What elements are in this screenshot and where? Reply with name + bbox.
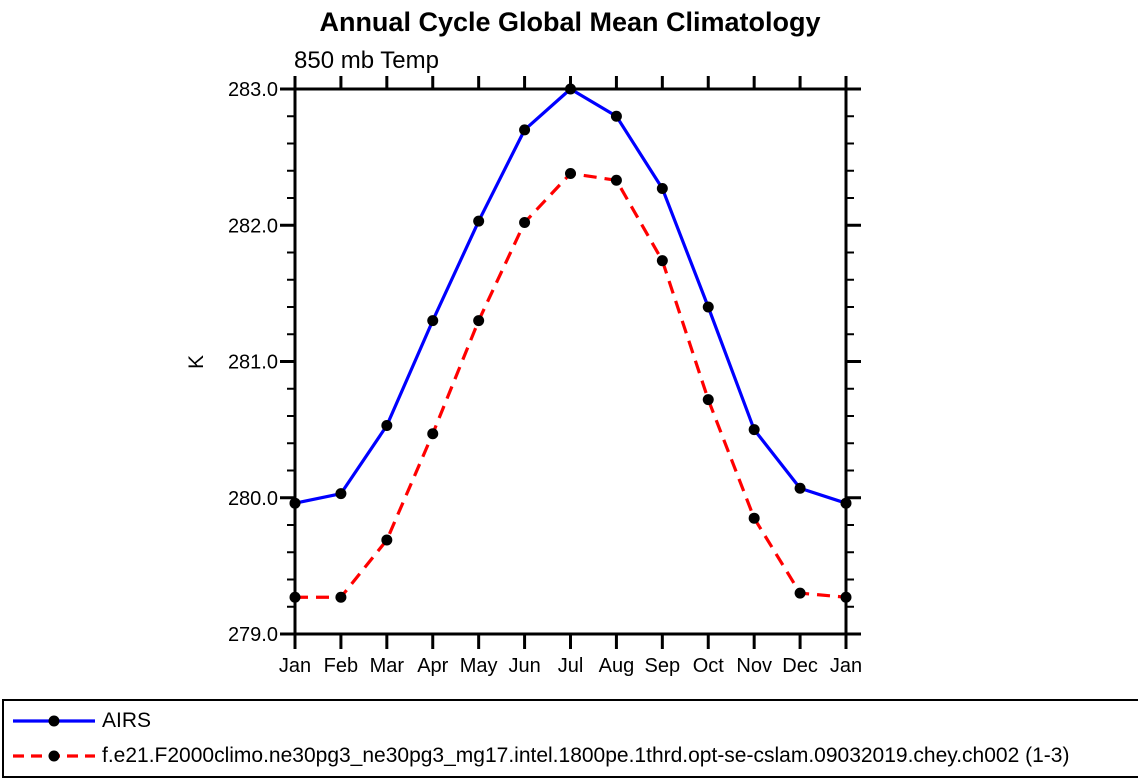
data-point-marker: [565, 83, 576, 95]
x-tick-label: Jul: [558, 655, 584, 677]
x-tick-label: Mar: [370, 655, 405, 677]
legend-box: AIRS f.e21.F2000climo.ne30pg3_ne30pg3_mg…: [2, 699, 1138, 778]
data-point-marker: [748, 512, 760, 524]
data-point-marker: [519, 124, 531, 136]
data-point-marker: [381, 534, 393, 546]
data-point-marker: [427, 315, 439, 327]
data-point-marker: [610, 110, 622, 122]
x-tick-label: May: [460, 655, 498, 677]
y-tick-label: 279.0: [228, 624, 278, 646]
data-point-marker: [289, 591, 301, 603]
y-tick-label: 283.0: [228, 79, 278, 101]
y-tick-label: 282.0: [228, 215, 278, 237]
data-point-marker: [519, 217, 531, 229]
airs-line-sample: [13, 715, 95, 727]
data-point-marker: [794, 587, 806, 599]
data-point-marker: [840, 591, 852, 603]
series-line: [294, 87, 847, 505]
data-point-marker: [656, 182, 668, 194]
data-point-marker: [381, 420, 393, 432]
x-tick-label: Aug: [599, 655, 635, 677]
x-tick-label: Sep: [645, 655, 681, 677]
x-tick-label: Jun: [508, 655, 540, 677]
data-point-marker: [840, 497, 852, 509]
x-tick-label: Nov: [736, 655, 772, 677]
series-airs: [289, 83, 852, 509]
series-line: [295, 171, 847, 599]
data-point-marker: [335, 591, 347, 603]
data-point-marker: [610, 174, 622, 186]
data-point-marker: [748, 424, 760, 436]
y-tick-label: 280.0: [228, 488, 278, 510]
chart-title: Annual Cycle Global Mean Climatology: [319, 7, 820, 37]
y-axis-label: K: [185, 355, 208, 369]
x-tick-label: Oct: [693, 655, 725, 677]
x-tick-label: Apr: [417, 655, 448, 677]
data-point-marker: [473, 215, 485, 227]
legend-entry-model: f.e21.F2000climo.ne30pg3_ne30pg3_mg17.in…: [11, 741, 1138, 772]
x-tick-label: Dec: [782, 655, 818, 677]
data-point-marker: [565, 167, 576, 179]
data-point-marker: [335, 488, 347, 500]
data-point-marker: [289, 497, 301, 509]
plot-area: 279.0 280.0 281.0 282.0 283.0 Jan Feb Mar Apr May…: [228, 76, 862, 677]
x-tick-label: Feb: [324, 655, 358, 677]
data-point-marker: [702, 301, 714, 313]
legend-label-model: f.e21.F2000climo.ne30pg3_ne30pg3_mg17.in…: [102, 744, 1070, 768]
data-point-marker: [794, 482, 806, 494]
chart-svg: Annual Cycle Global Mean Climatology 850…: [185, 7, 862, 677]
data-point-marker: [473, 315, 485, 327]
chart-subtitle: 850 mb Temp: [294, 47, 439, 74]
data-point-marker: [656, 255, 668, 267]
legend-entry-airs: AIRS: [11, 705, 1138, 736]
data-point-marker: [702, 394, 714, 406]
series-model: [289, 167, 852, 603]
x-ticks: Jan Feb Mar Apr May Jun Jul Aug Sep Oct Nov Dec Jan: [279, 76, 862, 677]
y-tick-label: 281.0: [228, 352, 278, 374]
data-point-marker: [427, 428, 439, 440]
x-tick-label: Jan: [279, 655, 311, 677]
x-tick-label: Jan: [830, 655, 862, 677]
legend-label-airs: AIRS: [102, 708, 152, 732]
y-ticks: 279.0 280.0 281.0 282.0 283.0: [228, 79, 861, 646]
model-line-sample: [13, 750, 95, 762]
